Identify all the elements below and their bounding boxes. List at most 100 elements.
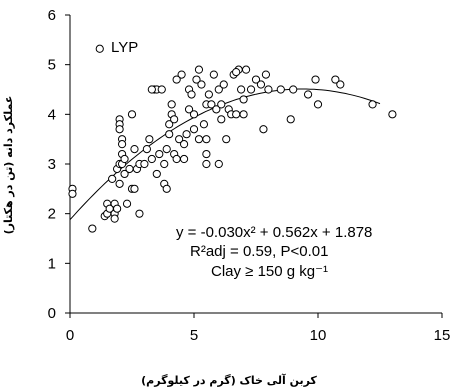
data-point [368,100,377,109]
data-points [68,44,397,233]
data-point [189,110,199,119]
y-tick-label: 0 [48,305,56,322]
data-point [147,154,156,164]
data-point [222,135,231,144]
data-point [125,164,134,174]
data-point [189,125,199,134]
data-point [113,204,122,213]
equation-line-1: y = -0.030x² + 0.562x + 1.878 [176,224,372,241]
data-point [232,68,241,77]
data-point [167,100,176,109]
data-point [147,85,156,94]
y-tick-label: 4 [48,106,56,123]
data-point [388,110,397,119]
data-point [194,65,204,74]
data-point [202,135,211,144]
data-point [204,90,213,99]
data-point [182,130,191,139]
data-point [120,169,129,179]
data-point [217,115,226,124]
data-point [276,85,285,94]
data-point [214,159,223,169]
data-point [179,140,189,149]
data-point [264,85,273,94]
data-point [336,80,345,89]
data-point [179,154,189,164]
data-point [261,70,271,79]
annotation-lyp: LYP [111,39,138,56]
data-point [172,75,181,84]
data-point [194,135,204,144]
data-point [108,174,117,183]
data-point [331,75,340,84]
data-point [175,135,184,144]
data-point [162,145,171,154]
x-tick-label: 0 [66,327,74,344]
data-point [120,154,129,164]
data-point [157,85,166,94]
y-tick-label: 1 [48,255,56,272]
data-point [127,110,137,119]
axes [65,14,443,318]
data-point [142,145,151,154]
data-point [202,149,211,159]
data-point [115,125,124,134]
data-point [256,80,266,89]
data-point [184,105,194,114]
data-point [202,159,211,169]
x-tick-label: 10 [310,327,327,344]
data-point [110,214,119,223]
data-point [286,115,295,124]
equation-line-2: R²adj = 0.59, P<0.01 [190,243,328,260]
x-tick-label: 15 [434,327,451,344]
data-point [246,85,256,94]
data-point [172,154,181,164]
data-point-lyp [95,44,104,53]
y-axis-title: عملکرد دانه (تن در هکتار) [2,96,15,235]
data-point [177,70,186,79]
data-point [117,140,127,149]
x-tick-label: 5 [190,327,198,344]
x-axis-title: کربن آلی خاک (گرم در کیلوگرم) [141,373,317,387]
data-point [209,70,218,79]
y-tick-label: 2 [48,206,56,223]
data-point [88,224,97,233]
data-point [162,184,171,193]
data-point [130,145,139,154]
data-point [140,159,149,169]
data-point [232,110,241,119]
data-point [160,159,169,169]
data-point [135,209,144,218]
y-tick-label: 3 [48,156,56,173]
data-point [241,65,251,74]
data-point [170,115,179,124]
y-tick-label: 5 [48,57,56,74]
data-point [311,75,320,84]
data-point [303,90,313,99]
data-point [251,75,261,84]
equation-line-3: Clay ≥ 150 g kg⁻¹ [211,263,328,280]
data-point [145,135,154,144]
data-point [239,95,248,104]
data-point [115,179,124,188]
data-point [192,75,201,84]
data-point [122,199,132,208]
data-point [289,85,298,94]
data-point [197,80,206,89]
tick-labels: 0 1 2 3 4 5 6 0 5 10 15 [48,7,451,344]
data-point [207,100,216,109]
data-point [217,100,226,109]
data-point [237,85,246,94]
data-point [68,189,77,198]
data-point [219,80,228,89]
data-point [313,100,323,109]
data-point [155,149,164,159]
y-tick-label: 6 [48,7,56,24]
data-point [187,90,196,99]
data-point [165,120,174,129]
data-point [152,169,161,179]
data-point [239,110,248,119]
data-point [259,125,268,134]
data-point [165,130,174,139]
